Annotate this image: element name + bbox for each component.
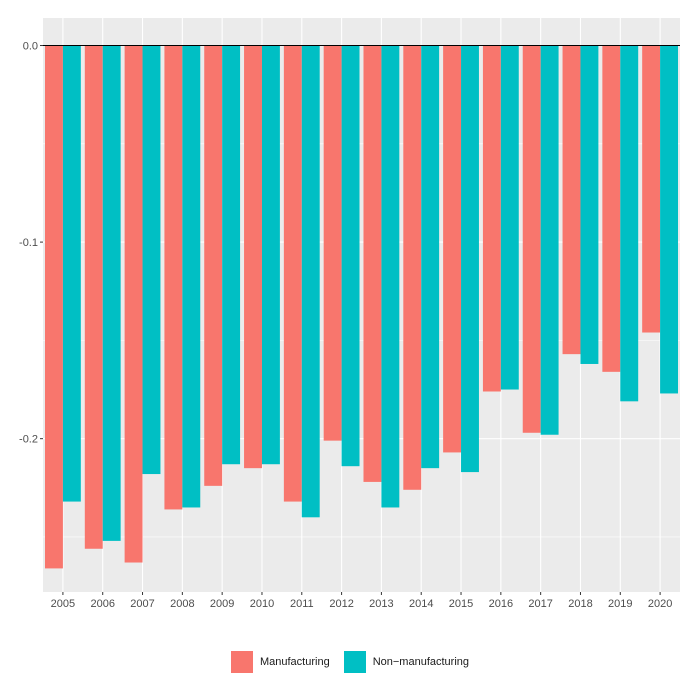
bar-non-manufacturing-2016 xyxy=(500,45,519,390)
bar-non-manufacturing-2005 xyxy=(62,45,81,502)
bar-manufacturing-2013 xyxy=(363,45,382,482)
y-tick-label: -0.2 xyxy=(19,434,38,446)
bar-manufacturing-2009 xyxy=(204,45,223,486)
bar-non-manufacturing-2018 xyxy=(580,45,599,364)
bar-non-manufacturing-2007 xyxy=(142,45,161,475)
bar-non-manufacturing-2009 xyxy=(222,45,241,465)
bar-non-manufacturing-2006 xyxy=(102,45,121,541)
x-tick-label: 2020 xyxy=(648,598,672,610)
bar-manufacturing-2016 xyxy=(482,45,501,392)
bar-chart: 0.0 -0.1 -0.2 2005 2006 2007 2008 2009 2010 2011… xyxy=(19,18,680,610)
bars xyxy=(44,45,679,569)
bar-non-manufacturing-2012 xyxy=(341,45,360,467)
bar-manufacturing-2012 xyxy=(323,45,342,441)
x-tick-label: 2019 xyxy=(608,598,632,610)
bar-manufacturing-2010 xyxy=(244,45,262,469)
bar-manufacturing-2020 xyxy=(642,45,661,333)
y-axis: 0.0 -0.1 -0.2 xyxy=(19,41,43,446)
x-tick-label: 2007 xyxy=(130,598,154,610)
x-tick-label: 2005 xyxy=(51,598,75,610)
x-axis: 2005 2006 2007 2008 2009 2010 2011 2012 2013 2014… xyxy=(51,592,672,610)
bar-non-manufacturing-2014 xyxy=(421,45,440,469)
legend: Manufacturing Non−manufacturing xyxy=(0,648,700,676)
bar-manufacturing-2008 xyxy=(164,45,183,510)
x-tick-label: 2017 xyxy=(528,598,552,610)
legend-item-manufacturing: Manufacturing xyxy=(230,651,330,673)
y-tick-label: -0.1 xyxy=(19,237,38,249)
y-tick-label: 0.0 xyxy=(23,41,38,53)
bar-manufacturing-2017 xyxy=(522,45,541,433)
x-tick-label: 2010 xyxy=(250,598,274,610)
bar-non-manufacturing-2013 xyxy=(381,45,400,508)
x-tick-label: 2009 xyxy=(210,598,234,610)
bar-manufacturing-2019 xyxy=(602,45,621,372)
x-tick-label: 2018 xyxy=(568,598,592,610)
x-tick-label: 2016 xyxy=(489,598,513,610)
x-tick-label: 2011 xyxy=(290,598,314,610)
bar-non-manufacturing-2015 xyxy=(461,45,479,473)
x-tick-label: 2013 xyxy=(369,598,393,610)
legend-swatch-non-manufacturing xyxy=(343,651,366,673)
x-tick-label: 2012 xyxy=(329,598,353,610)
bar-manufacturing-2015 xyxy=(443,45,462,453)
bar-manufacturing-2011 xyxy=(283,45,302,502)
x-tick-label: 2008 xyxy=(170,598,194,610)
bar-non-manufacturing-2011 xyxy=(301,45,320,518)
bar-manufacturing-2005 xyxy=(44,45,63,569)
bar-manufacturing-2018 xyxy=(562,45,581,355)
bar-non-manufacturing-2020 xyxy=(660,45,679,394)
x-tick-label: 2015 xyxy=(449,598,473,610)
bar-manufacturing-2014 xyxy=(403,45,422,490)
bar-manufacturing-2007 xyxy=(124,45,143,563)
legend-item-non-manufacturing: Non−manufacturing xyxy=(343,651,470,673)
x-tick-label: 2006 xyxy=(90,598,114,610)
bar-non-manufacturing-2017 xyxy=(540,45,559,435)
legend-swatch-manufacturing xyxy=(230,651,253,673)
bar-non-manufacturing-2019 xyxy=(620,45,639,402)
x-tick-label: 2014 xyxy=(409,598,433,610)
legend-label-manufacturing: Manufacturing xyxy=(259,656,330,668)
bar-non-manufacturing-2008 xyxy=(182,45,201,508)
bar-non-manufacturing-2010 xyxy=(261,45,280,465)
legend-label-non-manufacturing: Non−manufacturing xyxy=(372,656,470,668)
bar-manufacturing-2006 xyxy=(84,45,103,549)
